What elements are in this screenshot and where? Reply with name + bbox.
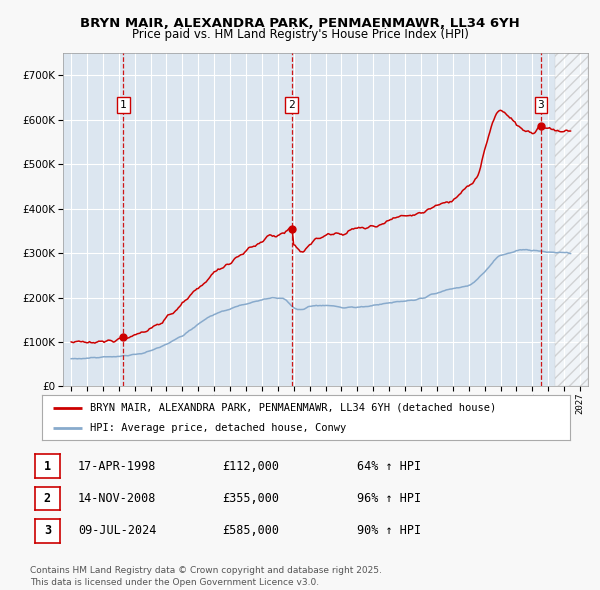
Text: 90% ↑ HPI: 90% ↑ HPI xyxy=(357,525,421,537)
Text: £112,000: £112,000 xyxy=(222,460,279,473)
Text: 14-NOV-2008: 14-NOV-2008 xyxy=(78,492,157,505)
Text: 2: 2 xyxy=(288,100,295,110)
Text: 17-APR-1998: 17-APR-1998 xyxy=(78,460,157,473)
Text: Price paid vs. HM Land Registry's House Price Index (HPI): Price paid vs. HM Land Registry's House … xyxy=(131,28,469,41)
Text: 1: 1 xyxy=(120,100,127,110)
Bar xyxy=(554,53,588,386)
Text: 64% ↑ HPI: 64% ↑ HPI xyxy=(357,460,421,473)
Text: 3: 3 xyxy=(537,100,544,110)
Text: £355,000: £355,000 xyxy=(222,492,279,505)
Text: £585,000: £585,000 xyxy=(222,525,279,537)
Text: Contains HM Land Registry data © Crown copyright and database right 2025.
This d: Contains HM Land Registry data © Crown c… xyxy=(30,566,382,587)
Text: BRYN MAIR, ALEXANDRA PARK, PENMAENMAWR, LL34 6YH (detached house): BRYN MAIR, ALEXANDRA PARK, PENMAENMAWR, … xyxy=(89,403,496,412)
Text: 09-JUL-2024: 09-JUL-2024 xyxy=(78,525,157,537)
Text: 96% ↑ HPI: 96% ↑ HPI xyxy=(357,492,421,505)
Text: BRYN MAIR, ALEXANDRA PARK, PENMAENMAWR, LL34 6YH: BRYN MAIR, ALEXANDRA PARK, PENMAENMAWR, … xyxy=(80,17,520,30)
Text: 3: 3 xyxy=(44,525,51,537)
Text: HPI: Average price, detached house, Conwy: HPI: Average price, detached house, Conw… xyxy=(89,424,346,434)
Text: 2: 2 xyxy=(44,492,51,505)
Text: 1: 1 xyxy=(44,460,51,473)
